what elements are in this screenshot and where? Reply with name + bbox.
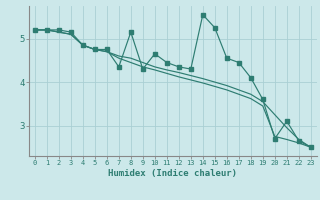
- X-axis label: Humidex (Indice chaleur): Humidex (Indice chaleur): [108, 169, 237, 178]
